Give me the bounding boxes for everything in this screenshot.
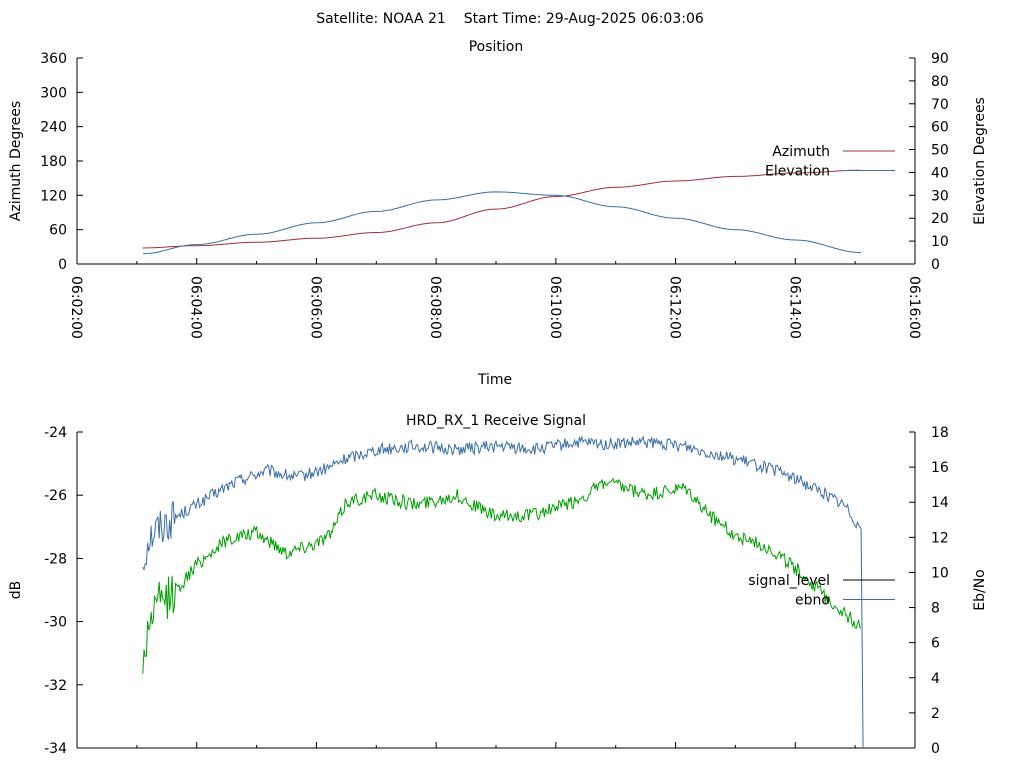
y2-tick-label: 12 <box>931 530 949 546</box>
legend-label: Azimuth <box>772 144 830 160</box>
y-tick-label: -24 <box>44 425 67 441</box>
series-line-Azimuth <box>142 169 862 249</box>
y2-tick-label: 90 <box>931 51 949 67</box>
y-tick-label: -26 <box>44 488 67 504</box>
y-tick-label: -34 <box>44 741 67 757</box>
y2-tick-label: 10 <box>931 234 949 250</box>
y2-tick-label: 16 <box>931 460 949 476</box>
y2-tick-label: 18 <box>931 425 949 441</box>
x-tick-label: 06:10:00 <box>547 276 563 339</box>
y2-tick-label: 6 <box>931 636 940 652</box>
y2-tick-label: 40 <box>931 165 949 181</box>
y2-tick-label: 10 <box>931 565 949 581</box>
y-tick-label: -30 <box>44 615 67 631</box>
y2-tick-label: 0 <box>931 257 940 273</box>
y2-axis-label: Elevation Degrees <box>972 97 988 225</box>
y-axis-label: Azimuth Degrees <box>8 101 24 221</box>
y-axis-label: dB <box>8 581 24 600</box>
legend-label: ebno <box>795 593 830 609</box>
receive-signal-chart: HRD_RX_1 Receive Signal -34 -32 -30 -28 -26 -2… <box>8 413 988 757</box>
y2-tick-label: 70 <box>931 97 949 113</box>
y2-tick-label: 0 <box>931 741 940 757</box>
chart-title: Position <box>469 39 524 55</box>
series-line-ebno <box>142 435 864 749</box>
x-tick-label: 06:06:00 <box>307 276 323 339</box>
series-line-Elevation <box>142 191 862 255</box>
y2-tick-label: 2 <box>931 706 940 722</box>
y-tick-label: 60 <box>49 223 67 239</box>
x-tick-label: 06:16:00 <box>906 276 922 339</box>
y2-tick-label: 14 <box>931 495 949 511</box>
chart-title: HRD_RX_1 Receive Signal <box>406 413 586 429</box>
series-line-signal <box>142 477 862 674</box>
y2-tick-label: 8 <box>931 601 940 617</box>
x-tick-label: 06:14:00 <box>786 276 802 339</box>
x-tick-label: 06:04:00 <box>188 276 204 339</box>
y-tick-label: 120 <box>40 188 67 204</box>
y-tick-label: 360 <box>40 51 67 67</box>
header-satellite-start: Satellite: NOAA 21 Start Time: 29-Aug-202… <box>316 11 704 27</box>
y2-tick-label: 60 <box>931 120 949 136</box>
satellite-label: Satellite: NOAA 21 <box>316 11 446 27</box>
y-tick-label: 0 <box>58 257 67 273</box>
y-tick-label: 180 <box>40 154 67 170</box>
y-tick-label: -28 <box>44 551 67 567</box>
y2-axis-label: Eb/No <box>972 569 988 611</box>
y2-tick-label: 4 <box>931 671 940 687</box>
y-tick-label: 240 <box>40 120 67 136</box>
y-tick-label: 300 <box>40 85 67 101</box>
start-time-label: Start Time: 29-Aug-2025 06:03:06 <box>464 11 704 27</box>
legend-label: Elevation <box>765 164 830 180</box>
y2-tick-label: 80 <box>931 74 949 90</box>
y2-tick-label: 20 <box>931 211 949 227</box>
x-tick-label: 06:08:00 <box>427 276 443 339</box>
x-tick-label: 06:12:00 <box>667 276 683 339</box>
y-tick-label: -32 <box>44 678 67 694</box>
x-axis-label: Time <box>477 372 512 388</box>
x-tick-label: 06:02:00 <box>68 276 84 339</box>
y2-tick-label: 50 <box>931 143 949 159</box>
legend-label: signal_level <box>748 573 830 589</box>
y2-tick-label: 30 <box>931 188 949 204</box>
position-chart: Position 0 60 120 180 240 300 360 0 10 20 30 40 50 60 7… <box>8 39 988 388</box>
